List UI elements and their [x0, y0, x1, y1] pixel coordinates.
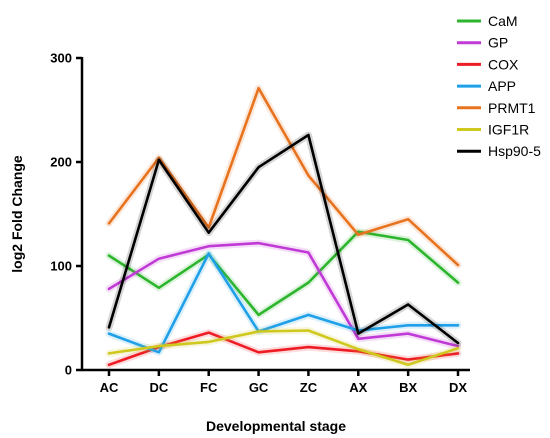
series-line-igf1r	[107, 329, 460, 367]
legend-label: COX	[488, 56, 519, 72]
legend-label: IGF1R	[488, 122, 529, 138]
y-tick-label: 200	[50, 155, 72, 170]
x-tick-label: FC	[200, 380, 218, 395]
x-tick-label: AC	[100, 380, 119, 395]
x-tick-label: GC	[249, 380, 269, 395]
x-ticks: AC DC FC GC ZC AX BX DX	[100, 370, 467, 395]
series-line-prmt1	[107, 86, 460, 267]
x-tick-label: AX	[349, 380, 367, 395]
series-line-hsp90-5	[107, 133, 460, 345]
legend-label: CaM	[488, 13, 518, 29]
legend: CaM GP COX APP PRMT1 IGF1R Hsp90-5	[457, 13, 541, 159]
y-tick-label: 100	[50, 259, 72, 274]
legend-label: PRMT1	[488, 100, 536, 116]
series-group	[105, 84, 462, 369]
x-axis-title: Developmental stage	[206, 418, 346, 434]
x-tick-label: BX	[399, 380, 417, 395]
x-tick-label: DX	[449, 380, 467, 395]
y-tick-label: 0	[65, 363, 72, 378]
series-line-app	[107, 252, 460, 354]
y-tick-label: 300	[50, 51, 72, 66]
legend-label: GP	[488, 35, 508, 51]
legend-label: Hsp90-5	[488, 143, 541, 159]
x-tick-label: ZC	[300, 380, 318, 395]
axes-group	[80, 57, 470, 372]
y-axis-title: log2 Fold Change	[9, 155, 25, 273]
series-line-cam	[107, 230, 460, 317]
x-tick-label: DC	[149, 380, 168, 395]
y-ticks: 0 100 200 300	[50, 51, 82, 378]
series-line-gp	[107, 241, 460, 348]
legend-label: APP	[488, 78, 516, 94]
